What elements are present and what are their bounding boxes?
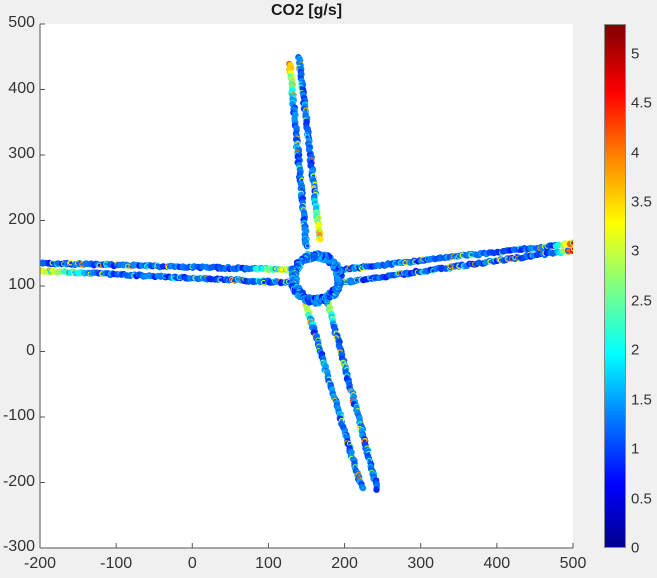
y-tick-label: 100 [8, 276, 35, 293]
trajectory-scatter [40, 54, 573, 493]
colorbar-tick-label: 4 [631, 144, 640, 162]
colorbar-tick-label: 2.5 [631, 292, 652, 310]
colorbar-tick-label: 3.5 [631, 193, 652, 211]
x-tick-label: -200 [23, 555, 57, 572]
x-tick-label: 200 [331, 555, 358, 572]
y-tick-label: 500 [8, 14, 35, 31]
x-tick-label: 100 [255, 555, 282, 572]
colorbar-tick-label: 3 [631, 242, 640, 260]
colorbar-tick-label: 1.5 [631, 391, 652, 409]
chart-title: CO2 [g/s] [270, 2, 343, 19]
x-tick-label: -100 [100, 555, 133, 572]
x-tick-label: 500 [559, 555, 587, 572]
y-tick-label: 400 [8, 79, 35, 97]
y-tick-label: 0 [26, 341, 35, 359]
x-tick-label: 400 [483, 555, 511, 572]
y-tick-label: 300 [8, 145, 35, 162]
colorbar-tick-label: 1 [631, 440, 640, 458]
colorbar-tick-label: 5 [631, 45, 640, 63]
colorbar-tick-label: 0 [631, 539, 640, 557]
colorbar [604, 24, 626, 548]
y-tick-label: 200 [8, 210, 35, 228]
x-tick-label: 0 [187, 555, 197, 572]
x-tick-label: 300 [407, 555, 435, 572]
colorbar-tick-label: 0.5 [631, 490, 652, 508]
colorbar-tick-label: 4.5 [631, 94, 652, 112]
y-tick-label: -300 [2, 538, 35, 555]
colorbar-tick-label: 2 [631, 341, 640, 359]
y-tick-label: -200 [2, 472, 35, 490]
y-tick-label: -100 [2, 407, 35, 424]
plot-area [40, 24, 573, 548]
